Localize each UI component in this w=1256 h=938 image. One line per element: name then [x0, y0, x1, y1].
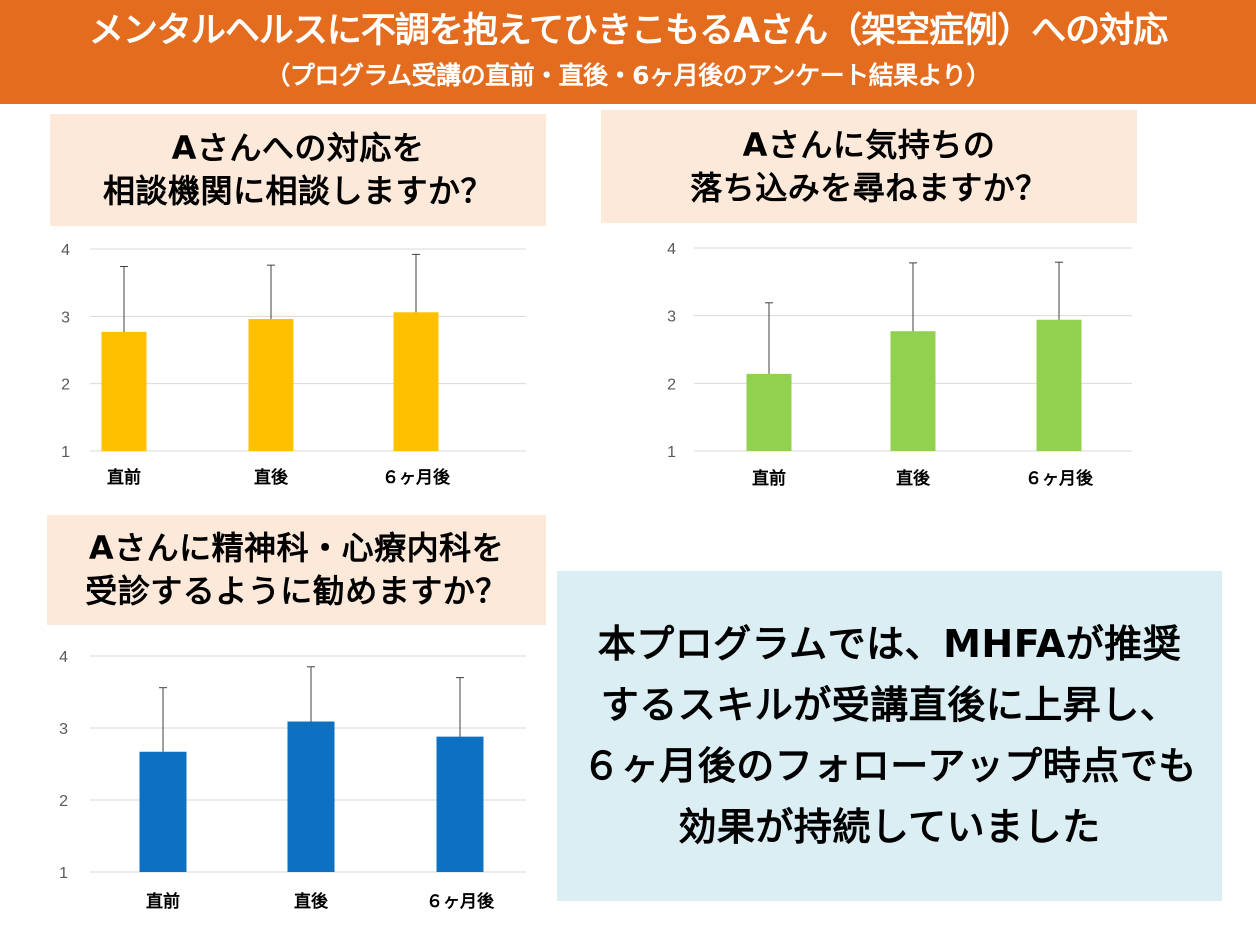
- summary-line-4: 効果が持続していました: [678, 805, 1101, 849]
- y-tick-label-4: 4: [667, 241, 676, 258]
- y-tick-label-4: 4: [61, 242, 70, 259]
- bar-1: [139, 751, 187, 872]
- category-label-1: 直前: [752, 468, 786, 488]
- category-label-3: ６ヶ月後: [426, 891, 495, 911]
- bar-2: [248, 319, 294, 451]
- category-label-1: 直前: [146, 891, 180, 911]
- category-label-3: ６ヶ月後: [1025, 468, 1094, 488]
- question-1-line1: Aさんへの対応を: [171, 129, 425, 167]
- chart-2: 1 2 3 4 直前 直後 ６ヶ月後: [667, 241, 1132, 488]
- question-box-1: Aさんへの対応を 相談機関に相談しますか？: [50, 114, 546, 226]
- y-tick-label-1: 1: [61, 444, 70, 461]
- summary-box: 本プログラムでは、MHFAが推奨 するスキルが受講直後に上昇し、 ６ヶ月後のフォ…: [557, 571, 1222, 901]
- bar-3: [1036, 319, 1082, 451]
- bar-2: [890, 331, 936, 451]
- y-tick-label-3: 3: [59, 721, 68, 738]
- summary-line-2: するスキルが受講直後に上昇し、: [600, 683, 1179, 727]
- y-tick-label-4: 4: [59, 649, 68, 666]
- page-title: メンタルヘルスに不調を抱えてひきこもるAさん（架空症例）への対応: [88, 11, 1168, 51]
- category-label-2: 直後: [896, 468, 931, 488]
- category-label-2: 直後: [294, 891, 329, 911]
- y-tick-label-2: 2: [61, 377, 70, 394]
- y-tick-label-2: 2: [59, 793, 68, 810]
- question-box-2: Aさんに気持ちの 落ち込みを尋ねますか？: [601, 110, 1137, 223]
- header-banner: メンタルヘルスに不調を抱えてひきこもるAさん（架空症例）への対応 （プログラム受…: [0, 0, 1256, 104]
- bar-1: [746, 373, 792, 451]
- bar-1: [101, 331, 147, 451]
- summary-line-3: ６ヶ月後のフォローアップ時点でも: [582, 744, 1197, 788]
- bar-2: [287, 721, 335, 872]
- y-tick-label-1: 1: [667, 444, 676, 461]
- question-3-line1: Aさんに精神科・心療内科を: [88, 529, 505, 567]
- question-box-3: Aさんに精神科・心療内科を 受診するように勧めますか？: [47, 515, 546, 625]
- y-tick-label-2: 2: [667, 376, 676, 393]
- chart-3: 1 2 3 4 直前 直後 ６ヶ月後: [59, 649, 526, 911]
- category-label-1: 直前: [107, 467, 141, 487]
- summary-line-1: 本プログラムでは、MHFAが推奨: [597, 622, 1182, 666]
- category-label-3: ６ヶ月後: [382, 467, 451, 487]
- bar-3: [393, 312, 439, 451]
- bar-3: [436, 736, 484, 872]
- chart-1: 1 2 3 4 直前 直後 ６ヶ月後: [61, 242, 526, 487]
- page-subtitle: （プログラム受講の直前・直後・6ヶ月後のアンケート結果より）: [265, 61, 991, 90]
- question-3-line2: 受診するように勧めますか？: [85, 572, 508, 610]
- question-1-line2: 相談機関に相談しますか？: [102, 172, 493, 210]
- y-tick-label-3: 3: [61, 309, 70, 326]
- y-tick-label-1: 1: [59, 865, 68, 882]
- question-2-line1: Aさんに気持ちの: [742, 125, 996, 164]
- y-tick-label-3: 3: [667, 309, 676, 326]
- question-2-line2: 落ち込みを尋ねますか？: [690, 168, 1048, 207]
- category-label-2: 直後: [254, 467, 289, 487]
